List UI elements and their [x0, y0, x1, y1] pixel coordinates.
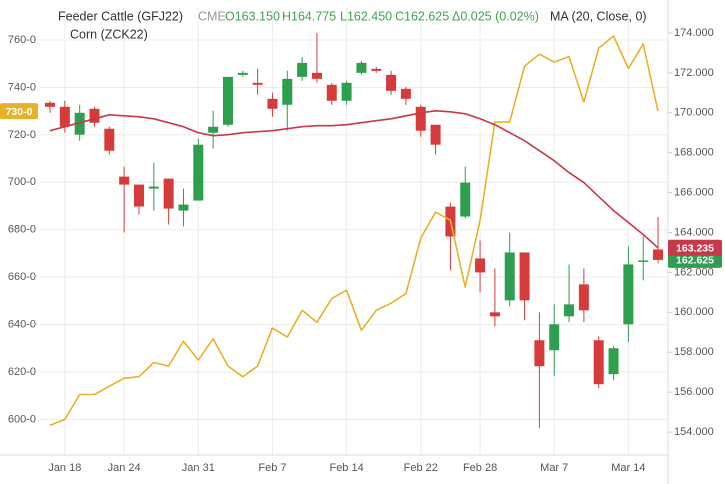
- candle-body: [282, 78, 293, 105]
- exchange: CME: [198, 9, 226, 23]
- x-tick-label: Feb 14: [329, 462, 363, 474]
- candle-body: [193, 144, 204, 201]
- candle-body: [623, 264, 634, 325]
- series-name: Feeder Cattle (GFJ22): [58, 9, 183, 23]
- x-tick-label: Jan 31: [182, 462, 215, 474]
- y2-tick-label: 172.000: [674, 67, 714, 79]
- x-tick-label: Mar 14: [611, 462, 645, 474]
- y-tick-label: 660-0: [8, 271, 36, 283]
- y-tick-label: 600-0: [8, 413, 36, 425]
- price-badge-label: 162.625: [676, 255, 714, 267]
- y2-tick-label: 174.000: [674, 27, 714, 39]
- candle-body: [386, 74, 397, 91]
- y-tick-label: 640-0: [8, 318, 36, 330]
- y2-tick-label: 154.000: [674, 426, 714, 438]
- price-badge: [668, 239, 722, 256]
- price-badge-label: 730-0: [6, 106, 33, 118]
- price-badge: [668, 251, 722, 268]
- close-label: C162.625: [395, 9, 449, 23]
- y2-tick-label: 158.000: [674, 346, 714, 358]
- y2-tick-label: 166.000: [674, 186, 714, 198]
- y-tick-label: 740-0: [8, 81, 36, 93]
- candle-body: [341, 82, 352, 101]
- candle-body: [59, 106, 70, 127]
- y-tick-label: 720-0: [8, 129, 36, 141]
- candle-body: [593, 340, 604, 385]
- candle-body: [326, 84, 337, 101]
- y2-tick-label: 170.000: [674, 107, 714, 119]
- low-label: L162.450: [340, 9, 392, 23]
- candle-body: [578, 284, 589, 311]
- candle-body: [415, 106, 426, 131]
- y-tick-label: 700-0: [8, 176, 36, 188]
- candle-body: [519, 252, 530, 301]
- line-series: [49, 35, 659, 427]
- y2-tick-label: 160.000: [674, 306, 714, 318]
- high-label: H164.775: [282, 9, 336, 23]
- candle-body: [267, 98, 278, 109]
- candle-body: [89, 108, 100, 123]
- x-tick-label: Mar 7: [540, 462, 568, 474]
- change-label: Δ0.025 (0.02%): [452, 9, 539, 23]
- candle-body: [104, 128, 115, 151]
- y2-tick-label: 164.000: [674, 226, 714, 238]
- candle-body: [489, 312, 500, 317]
- candle-body: [460, 182, 471, 217]
- candle-body: [74, 112, 85, 135]
- ma-name: MA (20, Close, 0): [550, 9, 647, 23]
- candle-body: [252, 82, 263, 85]
- open-label: O163.150: [225, 9, 280, 23]
- candle-body: [653, 249, 664, 260]
- candle-body: [119, 176, 130, 185]
- candle-body: [45, 102, 55, 107]
- candle-body: [549, 324, 560, 351]
- y2-tick-label: 168.000: [674, 147, 714, 159]
- candle-body: [297, 62, 308, 77]
- candle-body: [148, 186, 159, 189]
- marks: [45, 32, 664, 429]
- corn-name: Corn (ZCK22): [70, 27, 148, 41]
- candle-body: [564, 304, 575, 317]
- candle-body: [430, 124, 441, 145]
- y2-tick-label: 156.000: [674, 386, 714, 398]
- price-badge-label: 163.235: [676, 243, 714, 255]
- y2-tick-label: 162.000: [674, 266, 714, 278]
- x-tick-label: Feb 28: [463, 462, 497, 474]
- candle-body: [534, 340, 545, 367]
- candle-body: [638, 260, 649, 262]
- line-series: [49, 110, 659, 249]
- x-tick-label: Jan 18: [48, 462, 81, 474]
- x-tick-label: Feb 22: [404, 462, 438, 474]
- candle-body: [163, 178, 174, 209]
- candle-body: [371, 68, 382, 71]
- candle-body: [475, 258, 486, 273]
- y-tick-label: 760-0: [8, 34, 36, 46]
- price-badge: [0, 103, 38, 120]
- candle-body: [133, 184, 144, 207]
- candle-body: [222, 76, 233, 125]
- candle-body: [400, 88, 411, 99]
- y-tick-label: 620-0: [8, 366, 36, 378]
- x-tick-label: Jan 24: [108, 462, 141, 474]
- x-tick-label: Feb 7: [258, 462, 286, 474]
- candle-body: [608, 348, 619, 375]
- y-tick-label: 680-0: [8, 224, 36, 236]
- candle-body: [356, 62, 367, 73]
- candle-body: [208, 126, 219, 133]
- candle-body: [178, 204, 189, 211]
- candle-body: [237, 72, 248, 75]
- candle-body: [504, 252, 515, 301]
- candle-body: [311, 72, 322, 79]
